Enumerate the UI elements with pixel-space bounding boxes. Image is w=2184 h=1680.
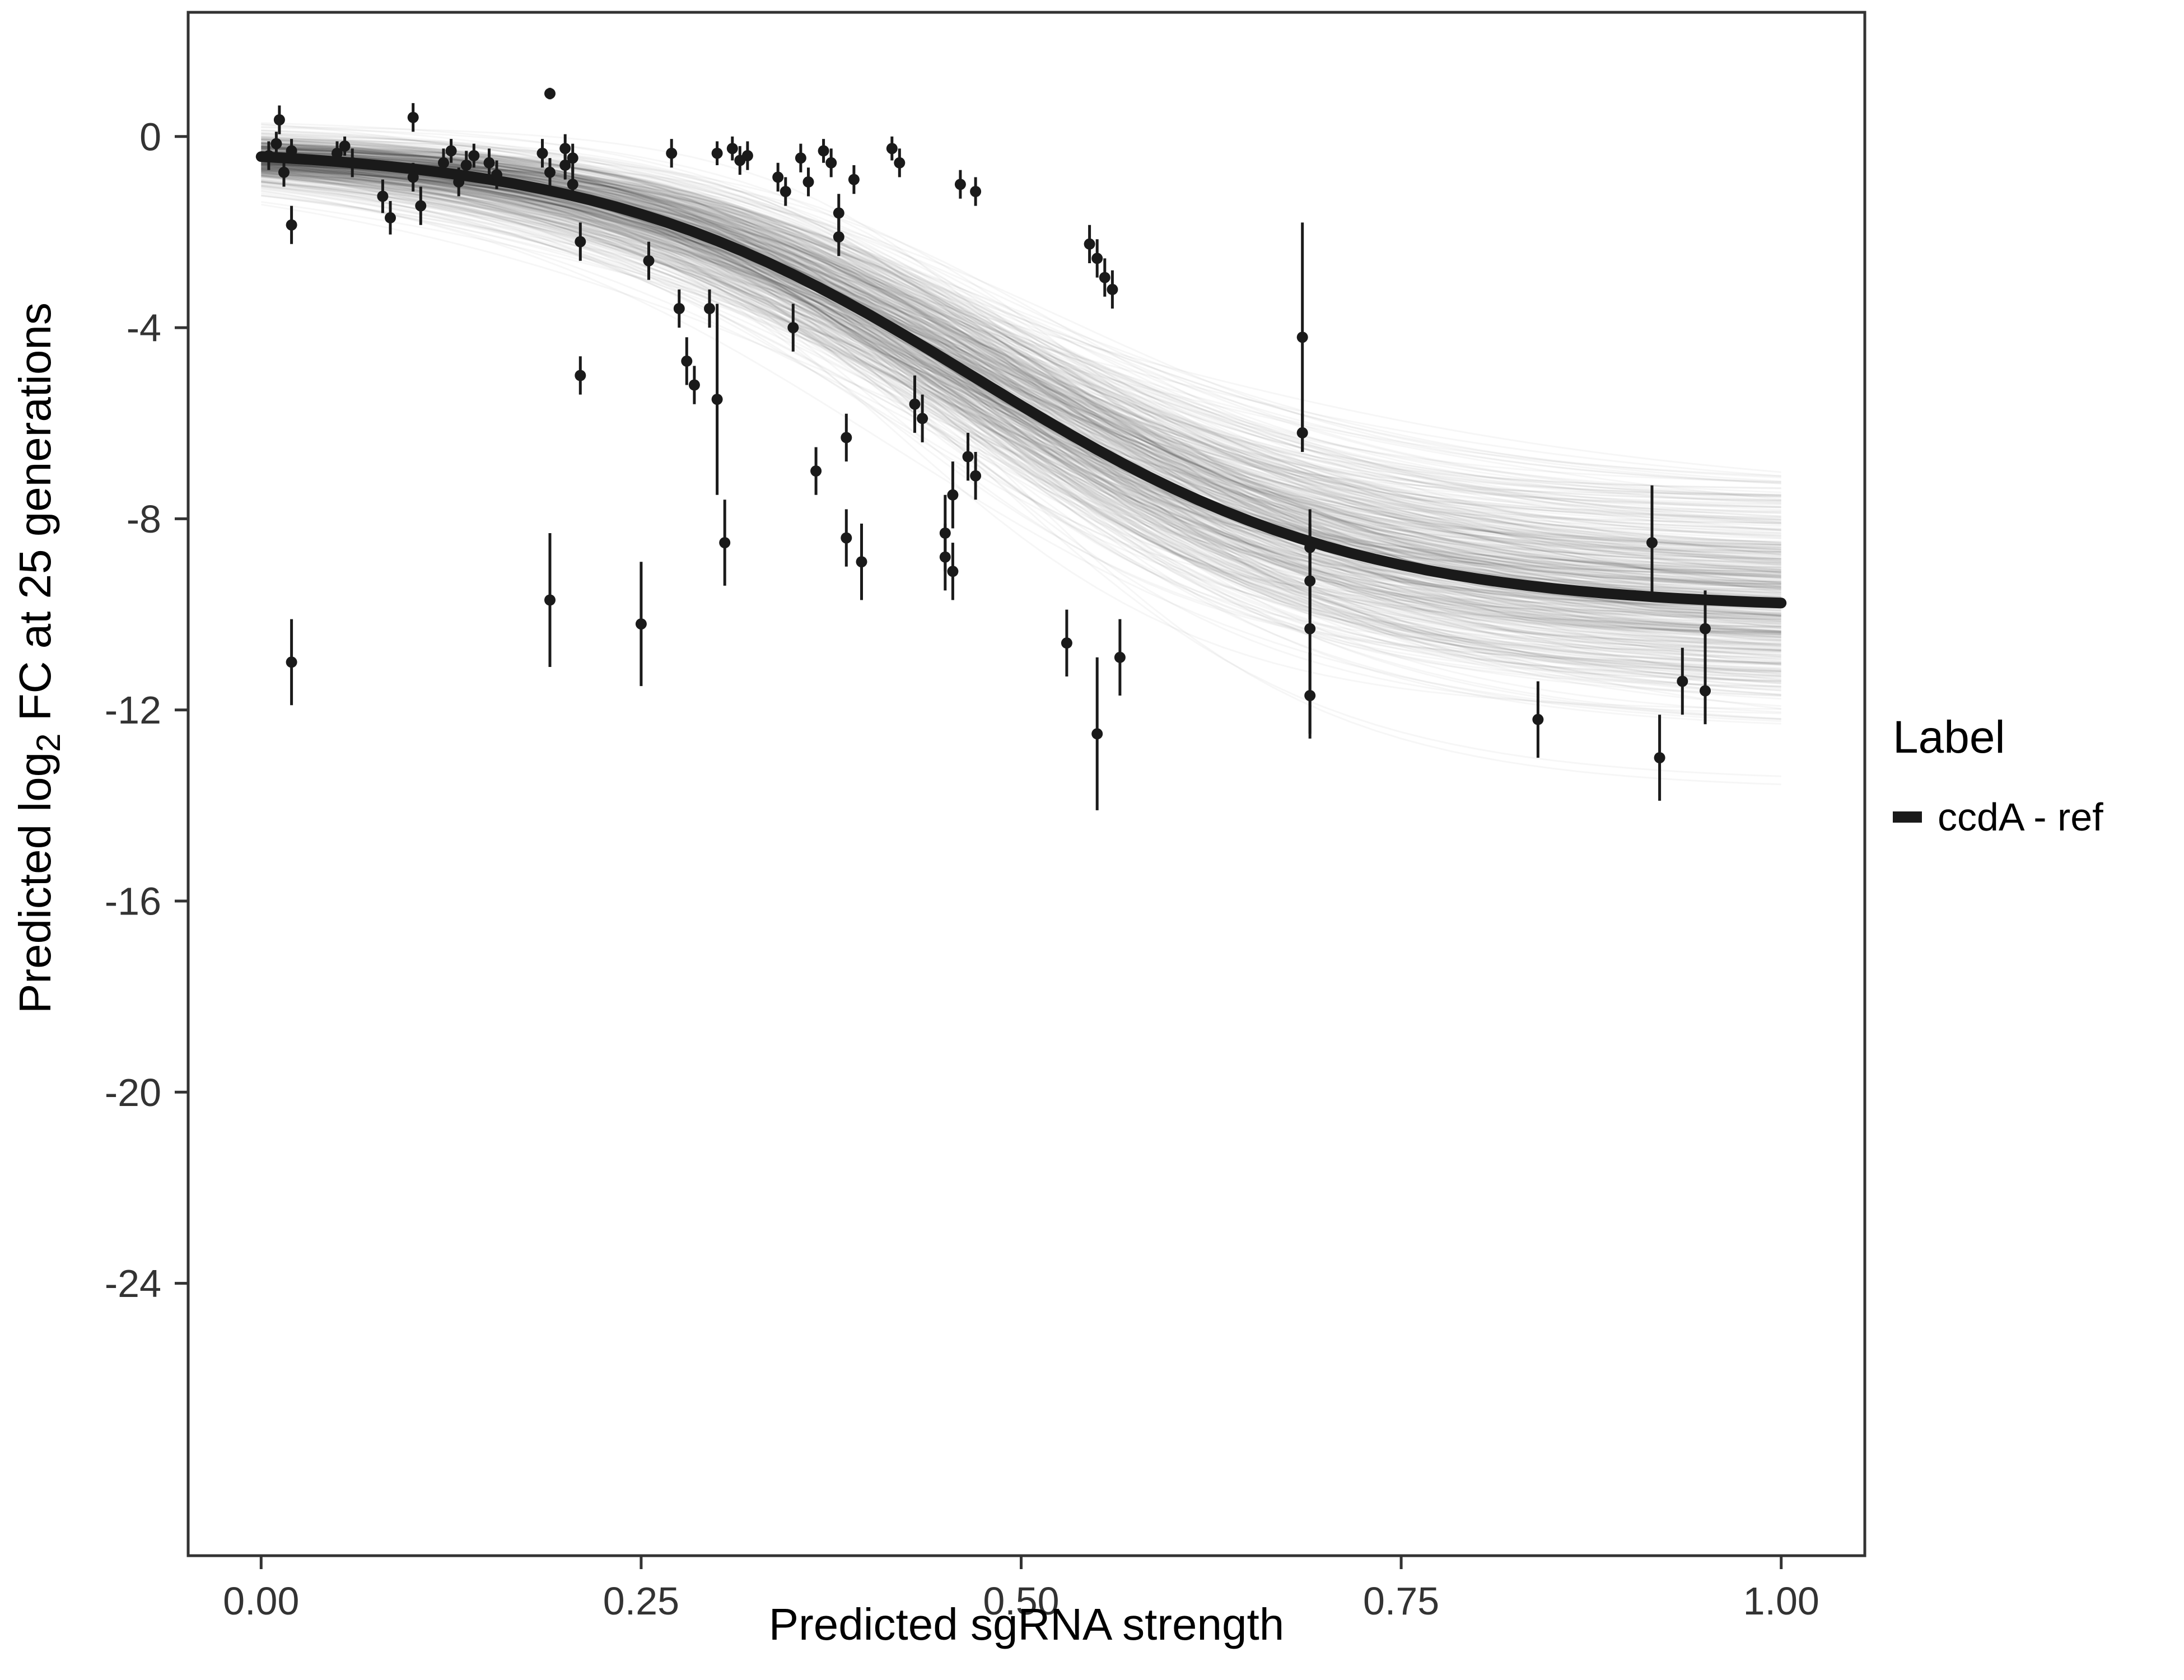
y-tick-label: -8 bbox=[127, 497, 161, 541]
y-axis-title: Predicted log2 FC at 25 generations bbox=[10, 266, 67, 1050]
legend-swatch-line bbox=[1893, 811, 1922, 823]
x-tick-label: 1.00 bbox=[1743, 1579, 1819, 1623]
x-tick-label: 0.75 bbox=[1363, 1579, 1439, 1623]
legend-item-ccda-ref: ccdA - ref bbox=[1893, 795, 2103, 839]
x-tick-label: 0.50 bbox=[983, 1579, 1059, 1623]
ensemble-curves bbox=[261, 123, 1781, 785]
y-tick-label: -16 bbox=[105, 880, 161, 923]
data-points bbox=[263, 88, 1711, 764]
y-axis-title-prefix: Predicted log bbox=[10, 752, 60, 1014]
x-tick-label: 0.00 bbox=[223, 1579, 299, 1623]
y-tick-label: -24 bbox=[105, 1262, 161, 1305]
panel-border bbox=[186, 11, 1866, 1557]
y-axis-title-suffix: FC at 25 generations bbox=[10, 302, 60, 734]
fit-curve bbox=[255, 151, 1787, 609]
y-tick-label: -12 bbox=[105, 688, 161, 732]
legend-item-label: ccdA - ref bbox=[1938, 795, 2103, 839]
legend-title: Label bbox=[1893, 712, 2005, 763]
axis-ticks bbox=[175, 135, 1783, 1569]
y-tick-label: -4 bbox=[127, 306, 161, 350]
x-axis-title: Predicted sgRNA strength bbox=[768, 1599, 1285, 1649]
axis-tick-labels: 0.00 0.25 0.50 0.75 1.00 0 -4 -8 -12 -16 -20 -24 bbox=[105, 115, 1819, 1623]
y-tick-label: 0 bbox=[139, 115, 161, 158]
legend: Label ccdA - ref bbox=[1893, 711, 2103, 839]
y-axis-title-subscript: 2 bbox=[30, 733, 67, 752]
x-tick-label: 0.25 bbox=[603, 1579, 679, 1623]
y-tick-label: -20 bbox=[105, 1071, 161, 1114]
